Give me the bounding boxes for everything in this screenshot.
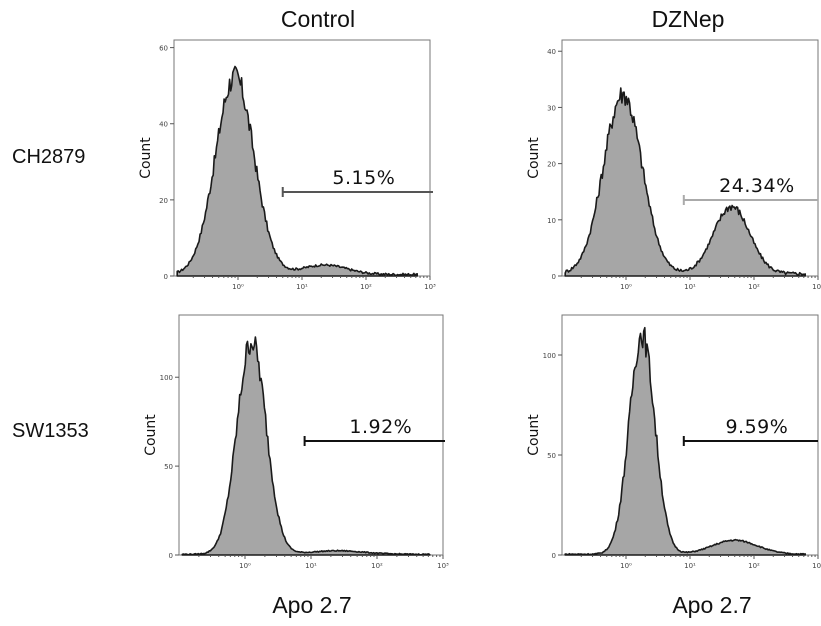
histogram-sw1353-dznep: 10⁰ 10¹ 10² 10³ 0 50 100 Count 9.59%: [526, 314, 821, 570]
y-tick-label: 100: [543, 352, 556, 360]
x-tick-label: 10⁰: [620, 283, 632, 291]
gate-percent-label: 5.15%: [332, 167, 395, 189]
column-title-dznep: DZNep: [651, 6, 725, 32]
x-tick-label: 10²: [748, 283, 760, 291]
x-tick-label: 10⁰: [239, 562, 251, 570]
gate-percent-label: 1.92%: [349, 416, 412, 438]
y-axis-label: Count: [526, 414, 542, 456]
x-tick-label: 10³: [812, 562, 821, 570]
y-tick-label: 50: [164, 463, 173, 471]
plot-frame: [178, 314, 444, 556]
y-axis-label: Count: [138, 137, 154, 179]
y-tick-label: 20: [159, 197, 168, 205]
row-label-sw1353: SW1353: [12, 420, 89, 442]
y-tick-label: 100: [160, 374, 173, 382]
gate-percent-label: 24.34%: [719, 175, 794, 197]
histogram-sw1353-control: 10⁰ 10¹ 10² 10³ 0 50 100 Count 1.92%: [143, 314, 449, 570]
y-tick-label: 0: [164, 273, 168, 281]
y-tick-label: 40: [547, 48, 556, 56]
y-axis-label: Count: [143, 414, 159, 456]
y-tick-label: 0: [552, 273, 556, 281]
x-tick-label: 10⁰: [232, 283, 244, 291]
x-tick-label: 10¹: [305, 562, 317, 570]
x-axis-label-control: Apo 2.7: [272, 592, 352, 618]
x-tick-label: 10²: [371, 562, 383, 570]
histogram-area: [564, 87, 806, 277]
y-tick-label: 50: [547, 452, 556, 460]
histogram-area: [564, 326, 806, 556]
y-tick-label: 10: [547, 217, 556, 225]
x-tick-label: 10³: [437, 562, 449, 570]
x-tick-label: 10¹: [296, 283, 308, 291]
y-tick-label: 20: [547, 161, 556, 169]
histogram-ch2879-control: 10⁰ 10¹ 10² 10³ 0 20 40 60 Count 5.15%: [138, 39, 436, 291]
row-label-ch2879: CH2879: [12, 146, 86, 168]
y-tick-label: 60: [159, 45, 168, 53]
y-axis-label: Count: [526, 137, 542, 179]
x-axis-label-dznep: Apo 2.7: [672, 592, 752, 618]
x-tick-label: 10¹: [684, 283, 696, 291]
gate-percent-label: 9.59%: [725, 416, 788, 438]
histogram-area: [176, 65, 418, 277]
y-tick-label: 30: [547, 104, 556, 112]
column-title-control: Control: [280, 6, 356, 32]
x-tick-label: 10²: [360, 283, 372, 291]
x-tick-label: 10⁰: [620, 562, 632, 570]
x-tick-label: 10³: [812, 283, 821, 291]
y-tick-label: 0: [552, 552, 556, 560]
x-tick-label: 10³: [424, 283, 436, 291]
histogram-area: [181, 336, 431, 556]
y-tick-label: 40: [159, 121, 168, 129]
y-tick-label: 0: [169, 552, 173, 560]
histogram-ch2879-dznep: 10⁰ 10¹ 10² 10³ 0 10 20 30 40 Count 24.34%: [526, 39, 821, 291]
x-tick-label: 10²: [748, 562, 760, 570]
x-tick-label: 10¹: [684, 562, 696, 570]
